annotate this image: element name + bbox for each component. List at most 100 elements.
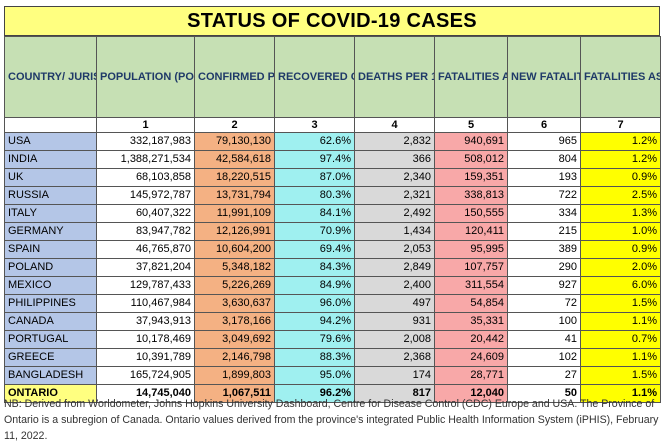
population-cell: 165,724,905 (96, 366, 195, 385)
fatalities-cell: 311,554 (434, 276, 508, 295)
confirmed-cell: 79,130,130 (194, 132, 275, 151)
header-new-fatalities: NEW FATALITIES (507, 36, 581, 118)
recovered-cell: 96.0% (274, 294, 355, 313)
column-number-row: 1 2 3 4 5 6 7 (4, 117, 661, 133)
fatality-pct-cell: 6.0% (580, 276, 661, 295)
table-row: ITALY 60,407,322 11,991,109 84.1% 2,492 150,5… (4, 204, 661, 223)
country-cell: UK (4, 168, 97, 187)
header-recovered: RECOVERED CASES AS % OF CP (274, 36, 355, 118)
header-fatality-pct: FATALITIES AS % OF CP (580, 36, 661, 118)
covid-cases-table: COUNTRY/ JURISDICTION POPULATION (POP) C… (4, 36, 661, 403)
table-row: PHILIPPINES 110,467,984 3,630,637 96.0% 497 5… (4, 294, 661, 313)
fatalities-cell: 159,351 (434, 168, 508, 187)
population-cell: 332,187,983 (96, 132, 195, 151)
table-row: CANADA 37,943,913 3,178,166 94.2% 931 35,331 1… (4, 312, 661, 331)
fatality-pct-cell: 1.1% (580, 312, 661, 331)
fatality-pct-cell: 1.5% (580, 366, 661, 385)
new-fatalities-cell: 290 (507, 258, 581, 277)
population-cell: 129,787,433 (96, 276, 195, 295)
recovered-cell: 69.4% (274, 240, 355, 259)
country-cell: CANADA (4, 312, 97, 331)
deaths-per-million-cell: 931 (354, 312, 435, 331)
table-row: PORTUGAL 10,178,469 3,049,692 79.6% 2,008 20,… (4, 330, 661, 349)
confirmed-cell: 11,991,109 (194, 204, 275, 223)
confirmed-cell: 3,049,692 (194, 330, 275, 349)
new-fatalities-cell: 927 (507, 276, 581, 295)
fatality-pct-cell: 2.0% (580, 258, 661, 277)
deaths-per-million-cell: 2,008 (354, 330, 435, 349)
new-fatalities-cell: 102 (507, 348, 581, 367)
deaths-per-million-cell: 817 (354, 384, 435, 403)
deaths-per-million-cell: 2,849 (354, 258, 435, 277)
population-cell: 68,103,858 (96, 168, 195, 187)
column-number: 7 (580, 117, 661, 133)
new-fatalities-cell: 389 (507, 240, 581, 259)
new-fatalities-cell: 215 (507, 222, 581, 241)
deaths-per-million-cell: 1,434 (354, 222, 435, 241)
column-number: 2 (194, 117, 275, 133)
column-number: 1 (96, 117, 195, 133)
table-row: USA 332,187,983 79,130,130 62.6% 2,832 940,69… (4, 132, 661, 151)
column-number: 5 (434, 117, 508, 133)
recovered-cell: 79.6% (274, 330, 355, 349)
fatalities-cell: 54,854 (434, 294, 508, 313)
population-cell: 145,972,787 (96, 186, 195, 205)
fatalities-cell: 508,012 (434, 150, 508, 169)
population-cell: 1,388,271,534 (96, 150, 195, 169)
table-row: UK 68,103,858 18,220,515 87.0% 2,340 159,351 1… (4, 168, 661, 187)
fatalities-cell: 338,813 (434, 186, 508, 205)
fatalities-cell: 940,691 (434, 132, 508, 151)
new-fatalities-cell: 334 (507, 204, 581, 223)
fatalities-cell: 35,331 (434, 312, 508, 331)
country-cell: RUSSIA (4, 186, 97, 205)
table-title: STATUS OF COVID-19 CASES (4, 6, 660, 36)
fatality-pct-cell: 1.1% (580, 348, 661, 367)
fatality-pct-cell: 1.2% (580, 132, 661, 151)
column-number (4, 117, 97, 133)
recovered-cell: 80.3% (274, 186, 355, 205)
fatalities-cell: 12,040 (434, 384, 508, 403)
deaths-per-million-cell: 2,340 (354, 168, 435, 187)
fatality-pct-cell: 0.7% (580, 330, 661, 349)
confirmed-cell: 12,126,991 (194, 222, 275, 241)
recovered-cell: 87.0% (274, 168, 355, 187)
confirmed-cell: 18,220,515 (194, 168, 275, 187)
table-row: MEXICO 129,787,433 5,226,269 84.9% 2,400 311,… (4, 276, 661, 295)
population-cell: 83,947,782 (96, 222, 195, 241)
deaths-per-million-cell: 174 (354, 366, 435, 385)
fatalities-cell: 28,771 (434, 366, 508, 385)
header-confirmed: CONFIRMED POSITIVE CASES (CP) (194, 36, 275, 118)
confirmed-cell: 13,731,794 (194, 186, 275, 205)
table-row: RUSSIA 145,972,787 13,731,794 80.3% 2,321 338… (4, 186, 661, 205)
population-cell: 37,821,204 (96, 258, 195, 277)
new-fatalities-cell: 722 (507, 186, 581, 205)
source-note: NB: Derived from Worldometer, Johns Hopk… (4, 398, 659, 442)
new-fatalities-cell: 193 (507, 168, 581, 187)
column-number: 3 (274, 117, 355, 133)
fatality-pct-cell: 0.9% (580, 168, 661, 187)
recovered-cell: 94.2% (274, 312, 355, 331)
fatality-pct-cell: 0.9% (580, 240, 661, 259)
deaths-per-million-cell: 2,832 (354, 132, 435, 151)
deaths-per-million-cell: 2,321 (354, 186, 435, 205)
confirmed-cell: 5,348,182 (194, 258, 275, 277)
fatality-pct-cell: 1.3% (580, 204, 661, 223)
fatality-pct-cell: 2.5% (580, 186, 661, 205)
header-row: COUNTRY/ JURISDICTION POPULATION (POP) C… (4, 36, 661, 118)
country-cell: POLAND (4, 258, 97, 277)
table-row: BANGLADESH 165,724,905 1,899,803 95.0% 174 28… (4, 366, 661, 385)
table-row: POLAND 37,821,204 5,348,182 84.3% 2,849 107,7… (4, 258, 661, 277)
country-cell: PHILIPPINES (4, 294, 97, 313)
recovered-cell: 70.9% (274, 222, 355, 241)
ontario-total-row: ONTARIO 14,745,040 1,067,511 96.2% 817 12,040… (4, 384, 661, 403)
deaths-per-million-cell: 2,053 (354, 240, 435, 259)
fatalities-cell: 24,609 (434, 348, 508, 367)
confirmed-cell: 2,146,798 (194, 348, 275, 367)
header-fatalities: FATALITIES AMONG CP (434, 36, 508, 118)
new-fatalities-cell: 27 (507, 366, 581, 385)
population-cell: 10,391,789 (96, 348, 195, 367)
deaths-per-million-cell: 497 (354, 294, 435, 313)
recovered-cell: 84.1% (274, 204, 355, 223)
header-population: POPULATION (POP) (96, 36, 195, 118)
new-fatalities-cell: 804 (507, 150, 581, 169)
